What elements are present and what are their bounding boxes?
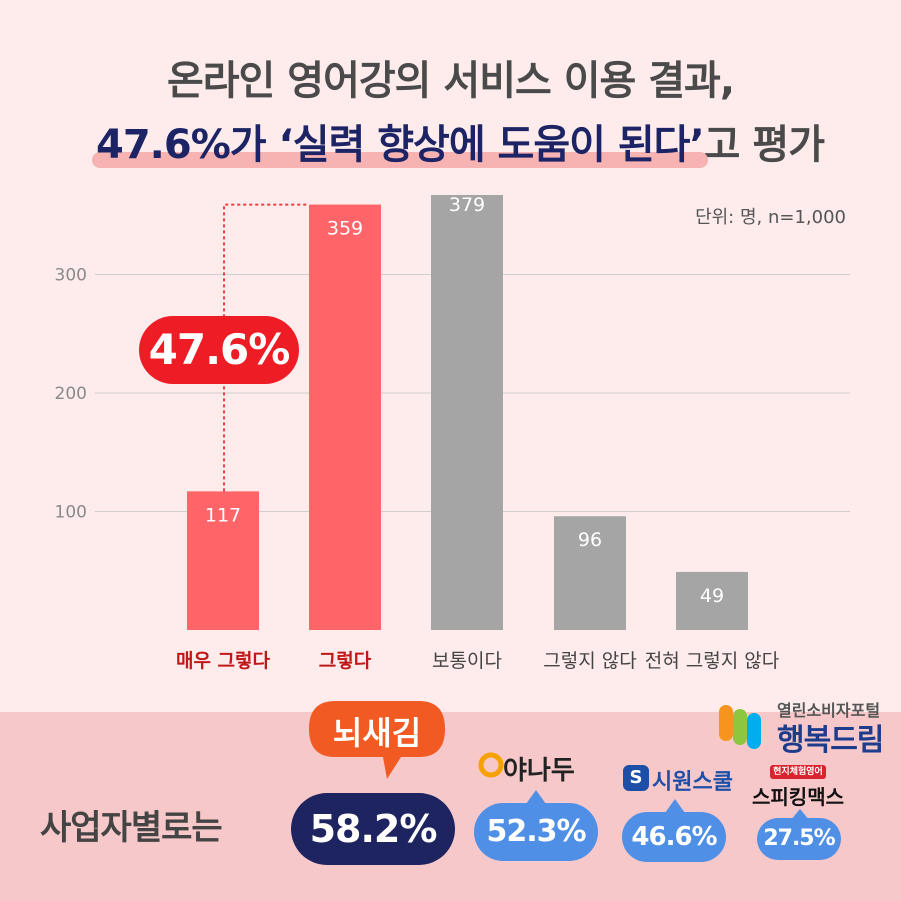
highlight-underline (92, 152, 708, 168)
highlight-percent-badge: 47.6% (139, 316, 299, 384)
bar-3 (431, 195, 503, 630)
siwon-logo-icon: S (623, 765, 649, 791)
logo-mark-icon (719, 705, 761, 749)
brand-2-name: 야나두 (503, 756, 575, 786)
dotted-connector (223, 203, 309, 492)
bar-4 (554, 516, 626, 630)
title-highlight-text: 47.6%가 ‘실력 향상에 도움이 된다’ (96, 122, 705, 168)
title-line-2: 47.6%가 ‘실력 향상에 도움이 된다’ 고 평가 (60, 112, 860, 168)
bar-value-label-4: 96 (578, 529, 602, 551)
brand-speech-bubble (309, 701, 445, 779)
bar-5 (676, 571, 748, 630)
logo-line-1: 열린소비자포털 (777, 701, 881, 720)
brand-1-name: 뇌새김 (332, 714, 422, 752)
title-highlight: 47.6%가 ‘실력 향상에 도움이 된다’ (92, 112, 708, 170)
category-label-5: 전혀 그렇지 않다 (645, 650, 779, 672)
bar-value-label-5: 49 (700, 585, 724, 607)
bar-value-label-2: 359 (327, 218, 363, 240)
bar-value-label-3: 379 (449, 195, 485, 216)
brand-3-pill-tip (665, 799, 685, 813)
category-label-1: 매우 그렇다 (176, 650, 271, 672)
unit-label: 단위: 명, n=1,000 (695, 207, 846, 228)
y-tick-label-200: 200 (55, 384, 87, 404)
title-line-1: 온라인 영어강의 서비스 이용 결과, (166, 58, 735, 104)
logo-line-2: 행복드림 (777, 723, 884, 758)
brand-3-name: 시원스쿨 (652, 770, 733, 795)
bar-value-label-1: 117 (205, 504, 241, 526)
brand-1-percent: 58.2% (291, 793, 455, 865)
category-label-3: 보통이다 (432, 650, 502, 672)
brand-2-pill-tip (526, 790, 546, 804)
business-label: 사업자별로는 (40, 808, 223, 848)
bar-2 (309, 204, 381, 630)
brand-2-percent: 52.3% (474, 803, 598, 861)
yanadoo-logo-icon (478, 752, 504, 778)
brand-4-percent: 27.5% (757, 818, 841, 860)
bar-chart: 100 200 300 117 매우 그렇다 359 그렇다 379 보통이다 96 그렇지 않다 4… (55, 195, 850, 672)
brand-3-percent: 46.6% (622, 812, 726, 862)
brand-4-name: 스피킹맥스 (752, 785, 844, 809)
haengbok-dream-logo: 열린소비자포털 행복드림 (715, 695, 895, 758)
title-rest: 고 평가 (703, 122, 825, 168)
category-label-2: 그렇다 (319, 650, 372, 672)
y-tick-label-100: 100 (55, 503, 87, 523)
bar-1 (187, 491, 259, 630)
category-label-4: 그렇지 않다 (543, 650, 636, 672)
brand-4-tag: 현지체험영어 (770, 765, 826, 779)
y-tick-label-300: 300 (55, 266, 87, 286)
